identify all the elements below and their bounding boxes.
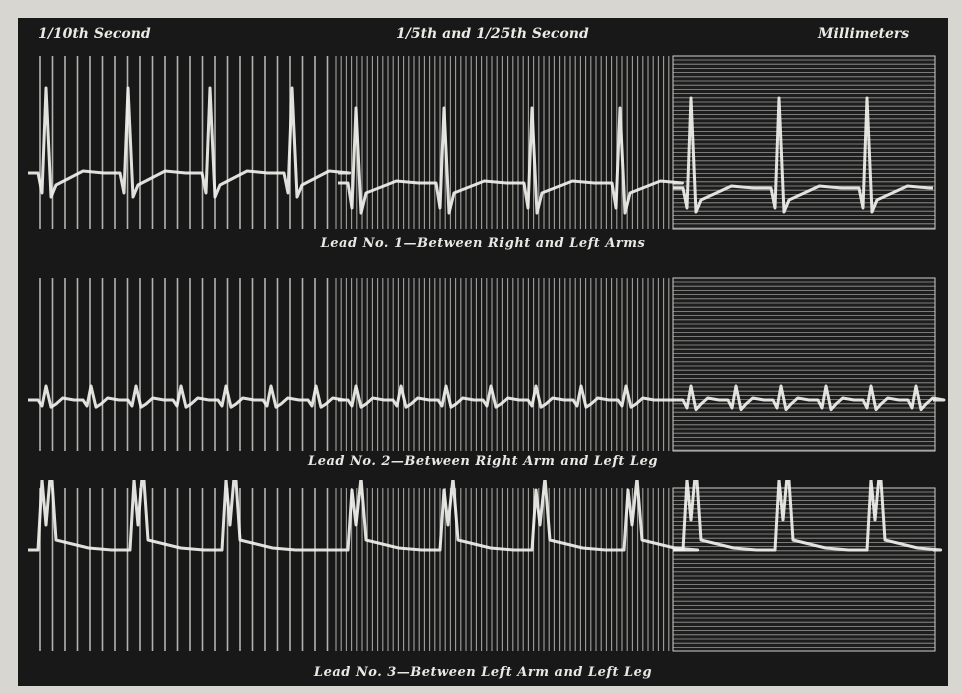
lead-2-trace — [28, 277, 946, 452]
lead-3-strip — [18, 480, 948, 665]
lead-3-caption: Lead No. 3—Between Left Arm and Left Leg — [313, 665, 653, 680]
lead-1-trace — [28, 55, 936, 230]
lead-2-caption: Lead No. 2—Between Right Arm and Left Le… — [308, 454, 658, 469]
ecg-photograph: 1/10th Second 1/5th and 1/25th Second Mi… — [18, 18, 948, 686]
lead-1-strip — [18, 48, 948, 243]
lead-3-trace — [28, 480, 943, 652]
lead-1-caption: Lead No. 1—Between Right and Left Arms — [320, 236, 646, 251]
timing-label-right: Millimeters — [818, 26, 910, 42]
lead-2-strip — [18, 270, 948, 465]
timing-label-left: 1/10th Second — [38, 26, 151, 42]
timing-label-middle: 1/5th and 1/25th Second — [396, 26, 589, 42]
